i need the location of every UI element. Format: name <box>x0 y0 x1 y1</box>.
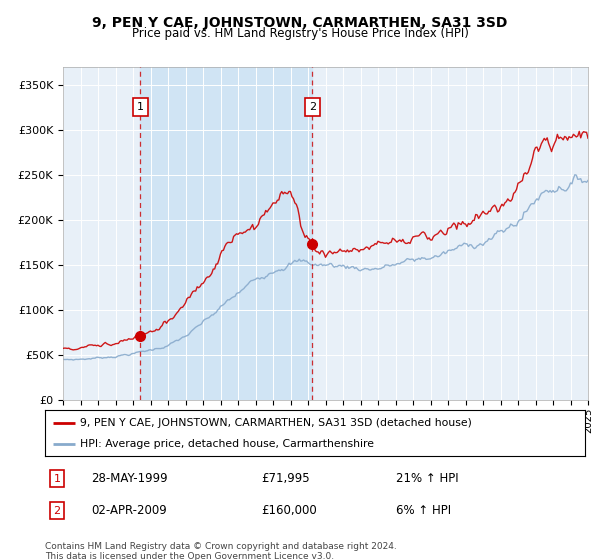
Text: HPI: Average price, detached house, Carmarthenshire: HPI: Average price, detached house, Carm… <box>80 439 374 449</box>
Text: Contains HM Land Registry data © Crown copyright and database right 2024.
This d: Contains HM Land Registry data © Crown c… <box>45 542 397 560</box>
Text: 02-APR-2009: 02-APR-2009 <box>91 504 167 517</box>
Text: 9, PEN Y CAE, JOHNSTOWN, CARMARTHEN, SA31 3SD: 9, PEN Y CAE, JOHNSTOWN, CARMARTHEN, SA3… <box>92 16 508 30</box>
Text: 9, PEN Y CAE, JOHNSTOWN, CARMARTHEN, SA31 3SD (detached house): 9, PEN Y CAE, JOHNSTOWN, CARMARTHEN, SA3… <box>80 418 472 428</box>
Text: Price paid vs. HM Land Registry's House Price Index (HPI): Price paid vs. HM Land Registry's House … <box>131 27 469 40</box>
Text: 21% ↑ HPI: 21% ↑ HPI <box>396 473 458 486</box>
Text: 28-MAY-1999: 28-MAY-1999 <box>91 473 167 486</box>
Text: 1: 1 <box>53 474 61 484</box>
Text: 2: 2 <box>53 506 61 516</box>
Text: 2: 2 <box>309 102 316 112</box>
Text: £71,995: £71,995 <box>261 473 310 486</box>
Text: £160,000: £160,000 <box>261 504 317 517</box>
Text: 1: 1 <box>137 102 144 112</box>
Bar <box>140 67 313 400</box>
Text: 6% ↑ HPI: 6% ↑ HPI <box>396 504 451 517</box>
